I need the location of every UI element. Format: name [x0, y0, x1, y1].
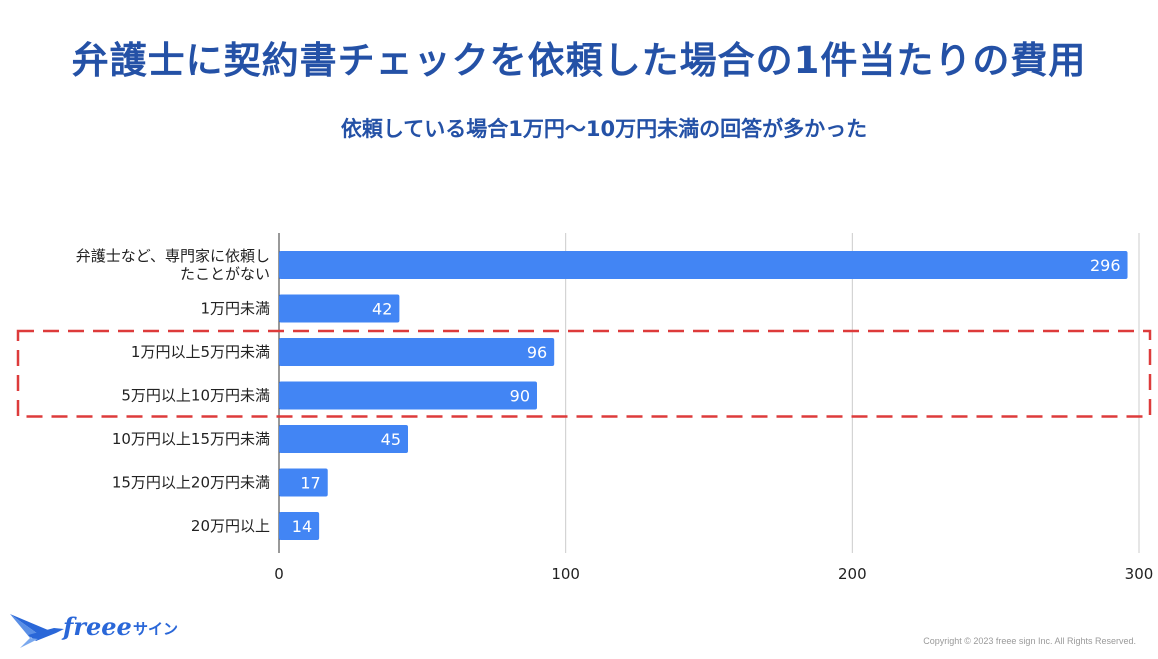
logo-product: サイン — [133, 620, 178, 638]
x-tick-label: 100 — [551, 565, 580, 583]
bar — [279, 294, 400, 323]
x-tick-labels: 0 100 200 300 — [274, 565, 1153, 583]
bar — [279, 381, 537, 410]
bar-value-label: 17 — [300, 474, 320, 493]
category-label: 5万円以上10万円未満 — [121, 387, 270, 405]
bar — [279, 468, 328, 497]
logo-brand: freee — [61, 612, 132, 641]
bar — [279, 251, 1128, 279]
bars — [279, 251, 1128, 540]
bar-value-label: 90 — [510, 387, 530, 406]
highlight-box — [16, 329, 1152, 418]
category-label: 1万円以上5万円未満 — [131, 343, 270, 361]
category-label: 弁護士など、専門家に依頼し — [76, 247, 270, 265]
bar-value-label: 96 — [527, 343, 547, 362]
bar-value-label: 296 — [1090, 256, 1121, 275]
category-label: 10万円以上15万円未満 — [112, 430, 270, 448]
freee-sign-logo: freee サイン — [10, 612, 178, 648]
bar-value-label: 42 — [372, 300, 392, 319]
x-tick-label: 300 — [1125, 565, 1154, 583]
category-label: 15万円以上20万円未満 — [112, 474, 270, 492]
bar — [279, 425, 408, 453]
copyright-text: Copyright © 2023 freee sign Inc. All Rig… — [923, 636, 1136, 646]
category-label: 1万円未満 — [200, 300, 270, 318]
bar-value-label: 14 — [292, 517, 312, 536]
bar — [279, 512, 320, 540]
value-labels: 296 42 96 90 45 17 14 — [292, 256, 1121, 536]
page-subtitle: 依頼している場合1万円〜10万円未満の回答が多かった — [340, 117, 868, 141]
bar — [279, 338, 555, 366]
x-tick-label: 200 — [838, 565, 867, 583]
category-label: たことがない — [180, 265, 270, 283]
highlight-rect — [16, 329, 1152, 418]
page-title: 弁護士に契約書チェックを依頼した場合の1件当たりの費用 — [71, 39, 1087, 82]
bird-icon — [10, 614, 64, 648]
category-label: 20万円以上 — [191, 517, 270, 535]
bar-value-label: 45 — [381, 430, 401, 449]
x-tick-label: 0 — [274, 565, 284, 583]
